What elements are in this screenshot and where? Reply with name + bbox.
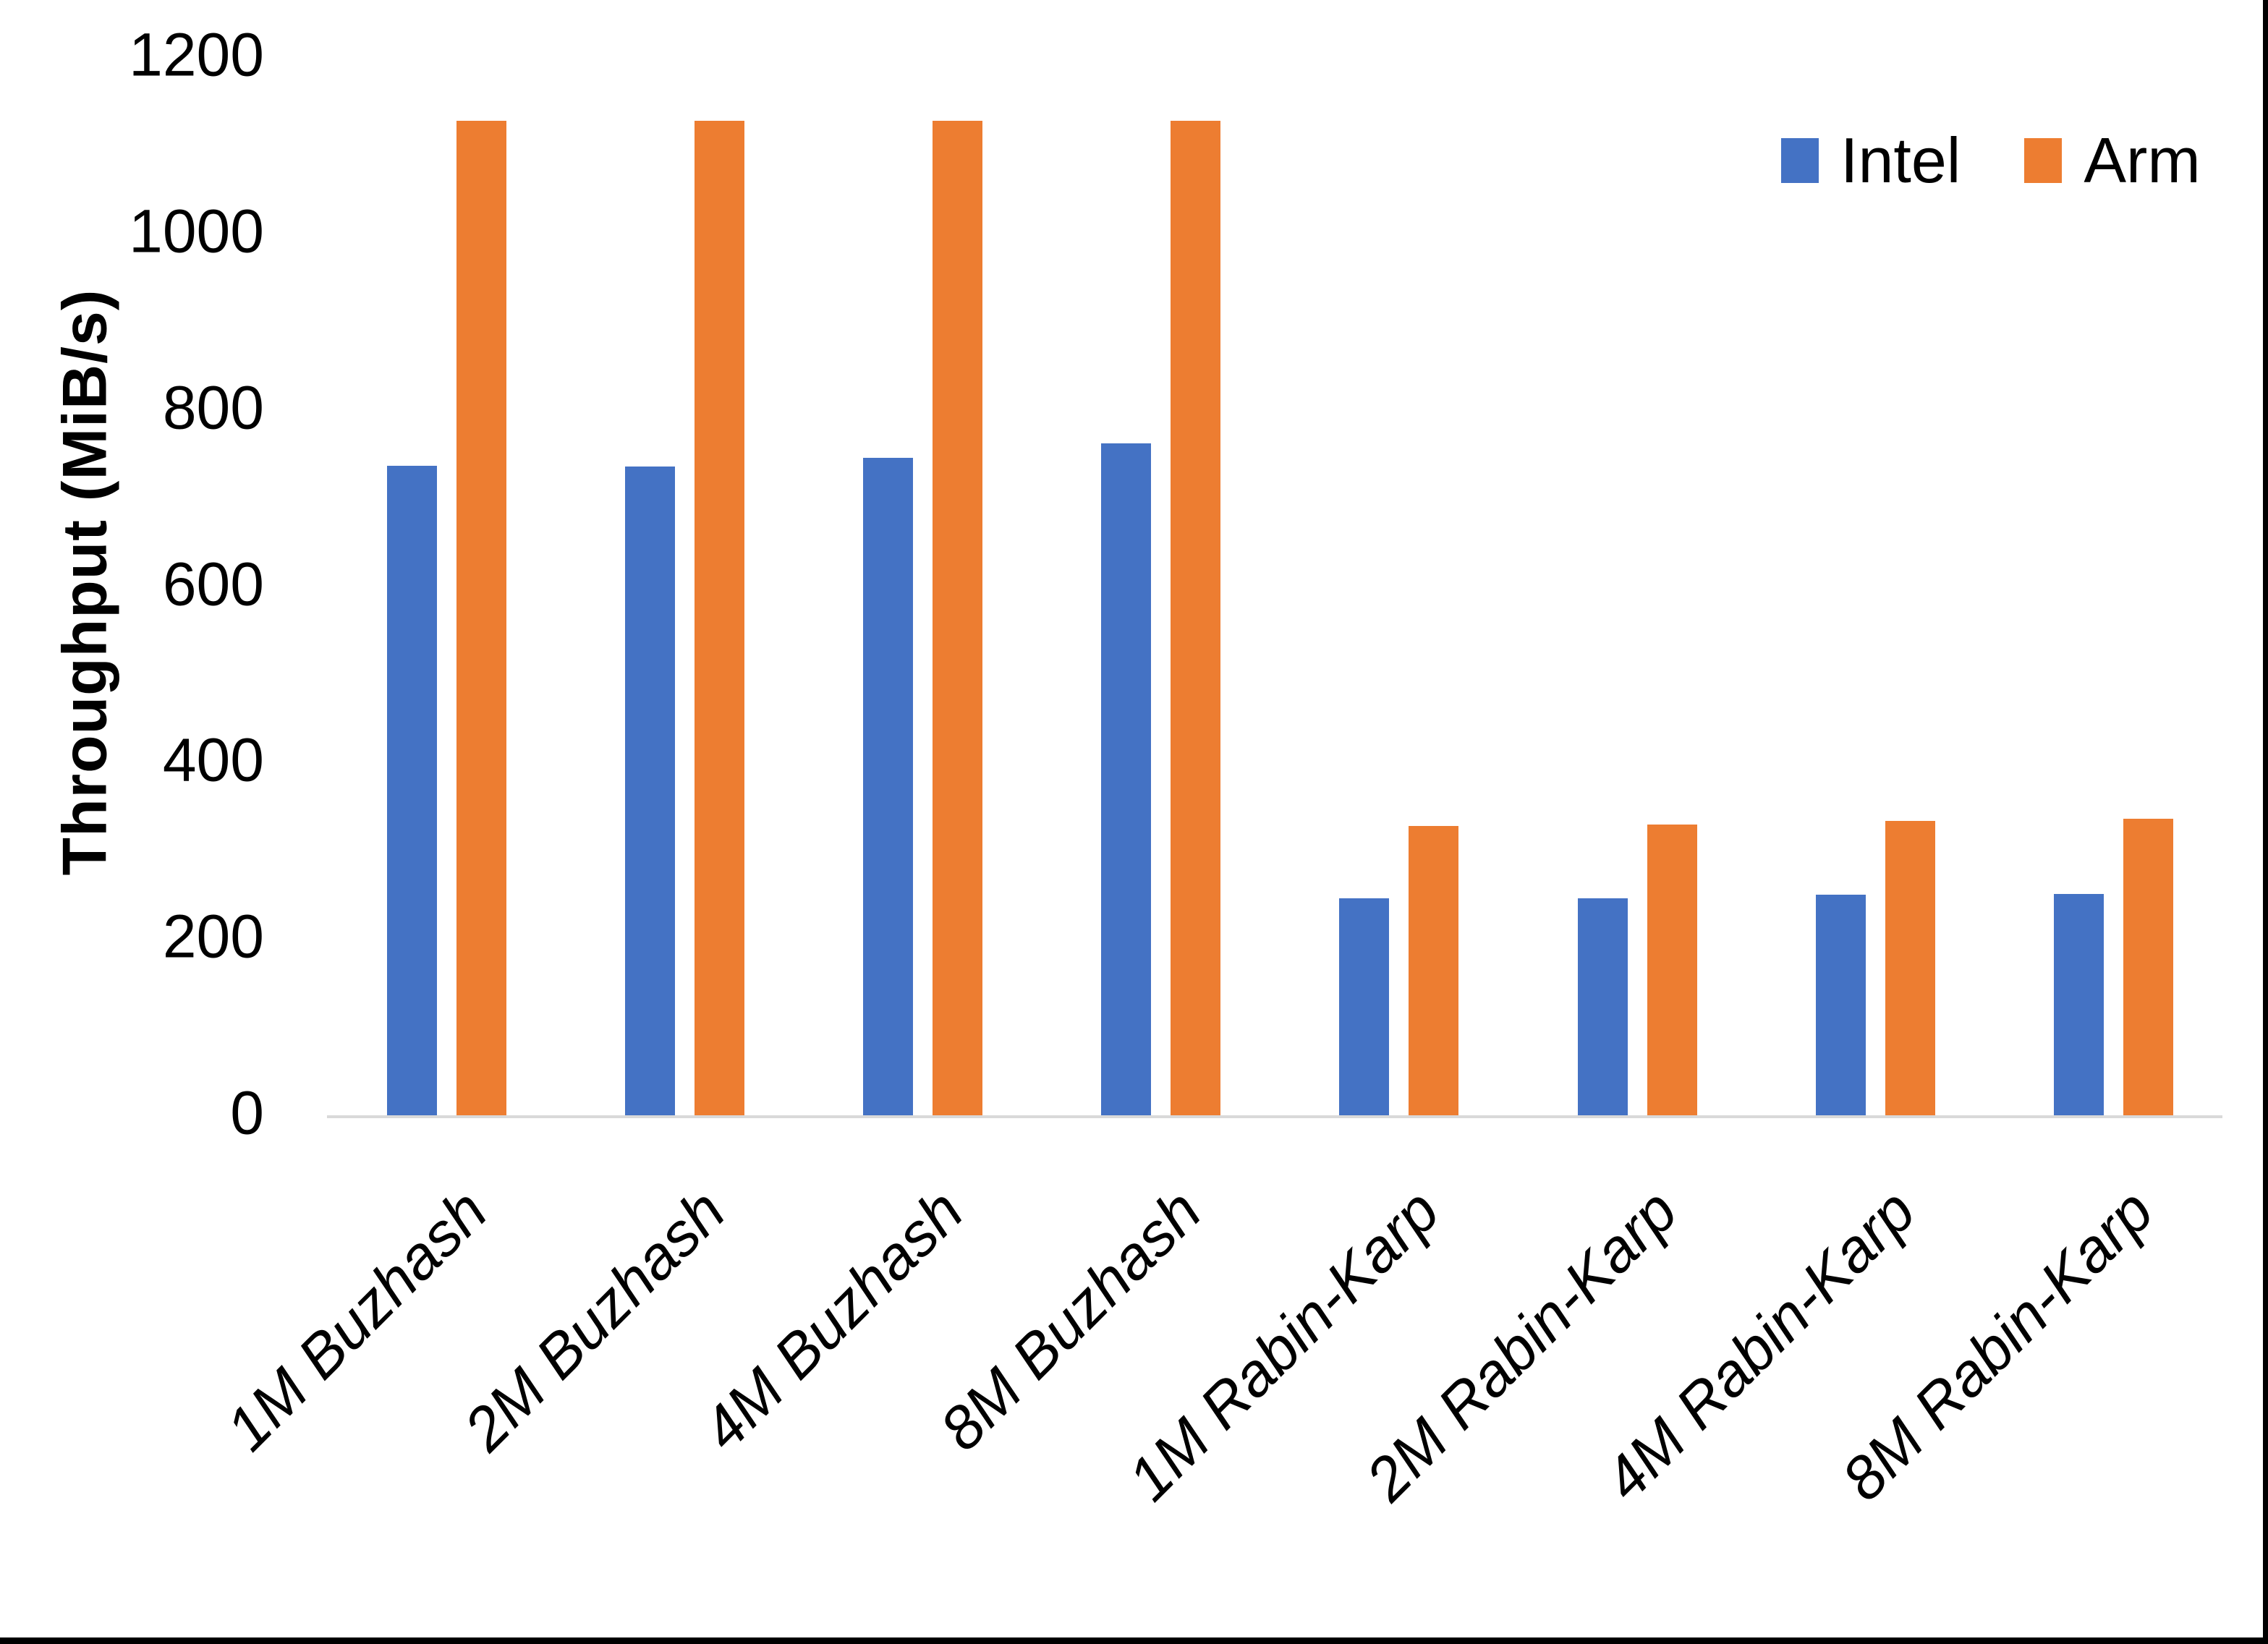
page-border-right [2263, 0, 2268, 1644]
legend-item-intel: Intel [1781, 129, 1961, 192]
bar-intel-8m-rabin-karp [2053, 894, 2104, 1115]
y-tick-label-1000: 1000 [129, 197, 264, 265]
bar-intel-2m-buzhash [625, 466, 676, 1115]
bar-arm-1m-rabin-karp [1409, 826, 1459, 1115]
bar-arm-8m-buzhash [1171, 120, 1221, 1115]
y-tick-label-0: 0 [230, 1078, 264, 1147]
legend-swatch-arm [2024, 138, 2063, 183]
y-tick-label-400: 400 [162, 726, 264, 795]
legend: Intel Arm [1781, 129, 2201, 192]
legend-item-arm: Arm [2024, 124, 2201, 196]
bar-intel-4m-rabin-karp [1815, 895, 1866, 1115]
legend-label-arm: Arm [2084, 124, 2201, 196]
bar-arm-4m-rabin-karp [1885, 820, 1935, 1115]
bar-arm-1m-buzhash [456, 120, 506, 1115]
bar-arm-4m-buzhash [933, 120, 983, 1115]
bar-intel-2m-rabin-karp [1577, 898, 1628, 1115]
y-tick-label-800: 800 [162, 373, 264, 442]
bar-arm-2m-buzhash [695, 120, 745, 1115]
page-border-bottom [0, 1637, 2268, 1644]
y-tick-label-1200: 1200 [129, 20, 264, 89]
bar-intel-1m-buzhash [387, 465, 437, 1115]
bar-intel-8m-buzhash [1101, 443, 1152, 1115]
bar-arm-2m-rabin-karp [1647, 824, 1697, 1115]
legend-label-intel: Intel [1840, 124, 1961, 196]
x-axis-line [327, 1115, 2222, 1118]
bar-intel-1m-rabin-karp [1339, 898, 1390, 1115]
y-tick-label-600: 600 [162, 550, 264, 618]
bar-intel-4m-buzhash [863, 457, 914, 1115]
legend-swatch-intel [1781, 138, 1819, 183]
bar-arm-8m-rabin-karp [2123, 819, 2173, 1115]
y-tick-label-200: 200 [162, 902, 264, 971]
